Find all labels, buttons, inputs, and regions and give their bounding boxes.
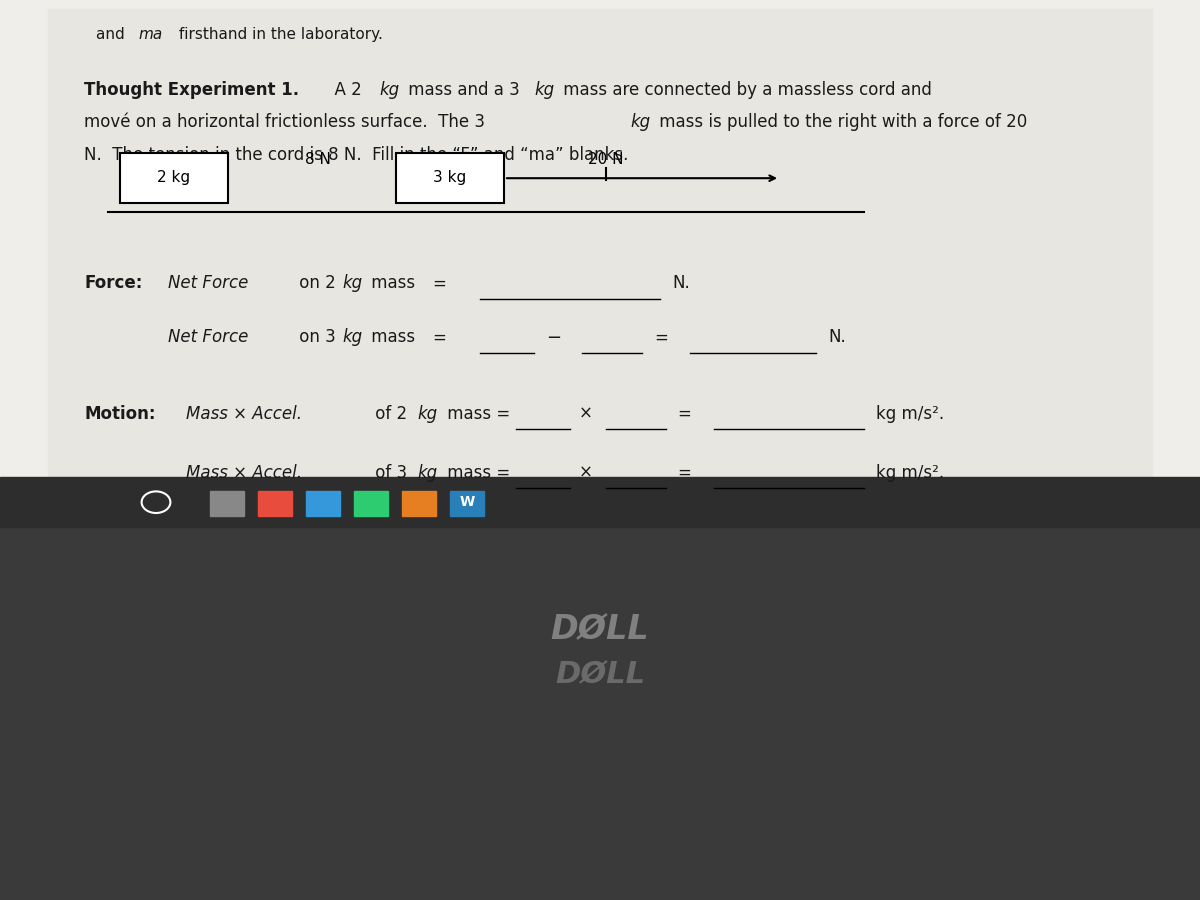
Text: W: W	[460, 495, 474, 509]
Text: 8 N: 8 N	[305, 151, 331, 166]
Text: A 2: A 2	[324, 81, 367, 99]
Bar	[354, 491, 388, 516]
Text: mové on a horizontal frictionless surface.  The 3: mové on a horizontal frictionless surfac…	[84, 113, 491, 131]
Text: on 2: on 2	[294, 274, 341, 292]
Text: Mass × Accel.: Mass × Accel.	[186, 405, 302, 423]
Text: =: =	[654, 328, 668, 346]
Text: Mass × Accel.: Mass × Accel.	[186, 464, 302, 482]
Text: ma: ma	[138, 27, 162, 42]
Text: =: =	[677, 405, 691, 423]
Bar	[210, 491, 244, 516]
Text: mass is pulled to the right with a force of 20: mass is pulled to the right with a force…	[654, 113, 1027, 131]
Text: kg: kg	[342, 328, 362, 346]
Text: Force:: Force:	[84, 274, 143, 292]
Text: −: −	[546, 328, 562, 346]
Text: of 3: of 3	[370, 464, 412, 482]
Text: kg: kg	[379, 81, 400, 99]
Text: N.  The tension in the cord is 8 N.  Fill in the “F” and “ma” blanks.: N. The tension in the cord is 8 N. Fill …	[84, 146, 629, 164]
Text: kg: kg	[418, 464, 438, 482]
Text: kg: kg	[418, 405, 438, 423]
Text: mass =: mass =	[442, 405, 510, 423]
Text: kg: kg	[342, 274, 362, 292]
Text: ×: ×	[578, 405, 593, 423]
Bar	[396, 153, 504, 202]
Text: 3 kg: 3 kg	[433, 170, 467, 185]
Text: Motion:: Motion:	[84, 405, 156, 423]
Bar	[402, 491, 436, 516]
Bar	[120, 153, 228, 202]
Text: mass are connected by a massless cord and: mass are connected by a massless cord an…	[558, 81, 932, 99]
Text: of 2: of 2	[370, 405, 412, 423]
Text: Net Force: Net Force	[168, 328, 248, 346]
Text: =: =	[677, 464, 691, 482]
Text: 2 kg: 2 kg	[157, 170, 191, 185]
Text: Thought Experiment 1.: Thought Experiment 1.	[84, 81, 299, 99]
Text: and: and	[96, 27, 130, 42]
Text: =: =	[432, 328, 446, 346]
Text: N.: N.	[828, 328, 846, 346]
Text: kg: kg	[534, 81, 554, 99]
Text: on 3: on 3	[294, 328, 341, 346]
Text: mass: mass	[366, 328, 415, 346]
Text: Net Force: Net Force	[168, 274, 248, 292]
Bar	[306, 491, 340, 516]
Text: kg m/s².: kg m/s².	[876, 464, 944, 482]
Text: 20 N: 20 N	[588, 151, 624, 166]
Text: mass and a 3: mass and a 3	[403, 81, 526, 99]
Text: ×: ×	[578, 464, 593, 482]
Bar	[0, 522, 1200, 900]
Bar	[258, 491, 292, 516]
Text: mass: mass	[366, 274, 415, 292]
Text: DØLL: DØLL	[551, 614, 649, 646]
Bar	[48, 9, 1152, 522]
Text: firsthand in the laboratory.: firsthand in the laboratory.	[174, 27, 383, 42]
Text: =: =	[432, 274, 446, 292]
Text: kg: kg	[630, 113, 650, 131]
Bar	[0, 477, 1200, 526]
Text: N.: N.	[672, 274, 690, 292]
Bar	[450, 491, 484, 516]
Text: DØLL: DØLL	[554, 661, 646, 689]
Text: mass =: mass =	[442, 464, 510, 482]
Text: kg m/s².: kg m/s².	[876, 405, 944, 423]
